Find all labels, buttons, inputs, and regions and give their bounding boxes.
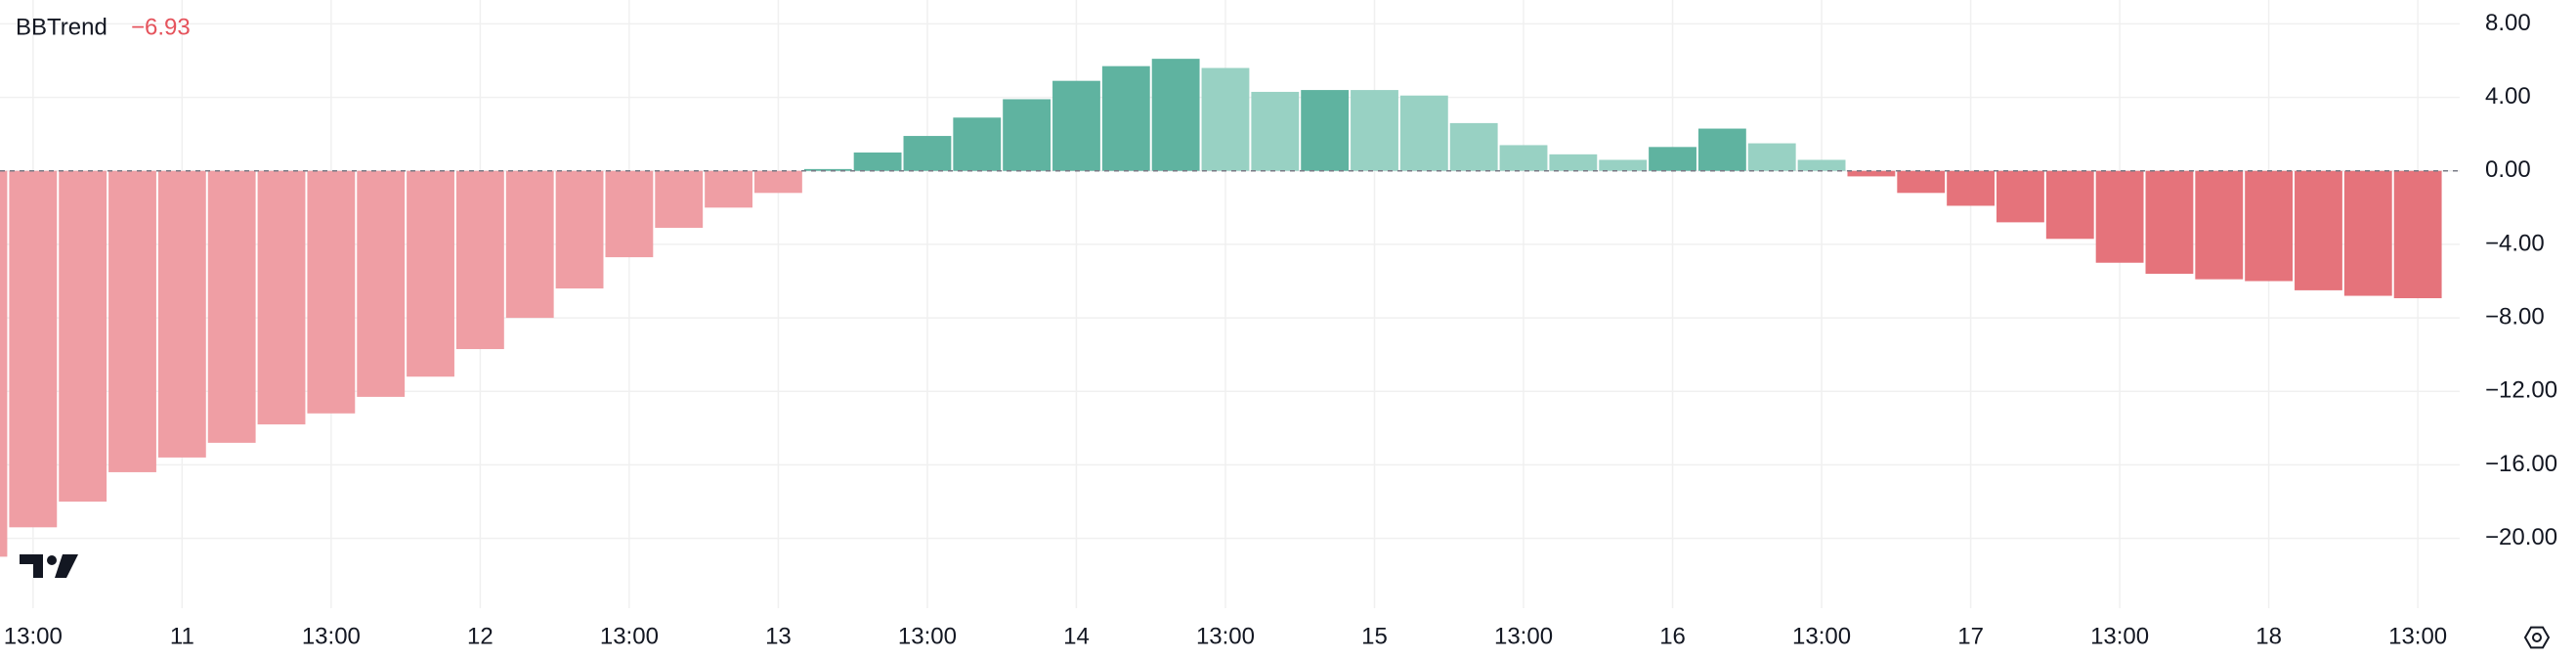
bar xyxy=(357,170,406,397)
bar xyxy=(1101,66,1150,171)
chart-title: BBTrend xyxy=(16,14,107,40)
legend-value: −6.93 xyxy=(131,14,191,40)
bar xyxy=(1251,91,1300,171)
bar xyxy=(505,170,554,319)
bar xyxy=(2095,170,2144,263)
x-tick-label: 16 xyxy=(1659,623,1686,649)
x-tick-label: 13:00 xyxy=(1196,623,1255,649)
logo xyxy=(20,554,78,578)
bars xyxy=(0,59,2442,557)
x-tick-label: 14 xyxy=(1063,623,1090,649)
x-tick-label: 13:00 xyxy=(302,623,361,649)
bar xyxy=(705,170,752,208)
y-tick-label: −4.00 xyxy=(2485,230,2545,256)
bar xyxy=(2195,170,2244,280)
bar xyxy=(59,170,107,503)
x-tick-label: 15 xyxy=(1361,623,1388,649)
bar xyxy=(803,168,852,171)
bar xyxy=(1649,147,1696,171)
bar xyxy=(1599,159,1648,171)
x-tick-label: 13 xyxy=(765,623,792,649)
y-tick-label: −20.00 xyxy=(2485,524,2557,550)
bar xyxy=(903,136,952,171)
bar xyxy=(157,170,206,458)
bar xyxy=(257,170,306,425)
bar xyxy=(1449,122,1498,171)
bar xyxy=(605,170,654,258)
bar xyxy=(655,170,704,229)
bar xyxy=(1847,170,1896,177)
bar xyxy=(207,170,256,443)
x-tick-label: 13:00 xyxy=(2388,623,2447,649)
x-tick-label: 13:00 xyxy=(898,623,957,649)
bar xyxy=(1052,80,1100,171)
bar xyxy=(2045,170,2094,240)
x-tick-label: 12 xyxy=(467,623,494,649)
y-tick-label: −16.00 xyxy=(2485,451,2557,477)
y-tick-label: 0.00 xyxy=(2485,156,2531,183)
x-tick-label: 13:00 xyxy=(1494,623,1553,649)
bar xyxy=(953,117,1002,171)
bar xyxy=(2245,170,2294,282)
x-tick-label: 18 xyxy=(2255,623,2282,649)
bar xyxy=(407,170,454,377)
y-tick-label: −8.00 xyxy=(2485,303,2545,330)
bar xyxy=(2145,170,2194,274)
x-tick-label: 13:00 xyxy=(4,623,63,649)
bar xyxy=(1897,170,1946,194)
bar xyxy=(1797,159,1846,171)
grid xyxy=(0,0,2460,608)
y-tick-label: 4.00 xyxy=(2485,83,2531,110)
bar xyxy=(2393,170,2442,298)
settings-icon[interactable] xyxy=(2523,626,2551,649)
y-tick-label: −12.00 xyxy=(2485,377,2557,404)
x-tick-label: 17 xyxy=(1957,623,1984,649)
bar xyxy=(1003,99,1052,171)
bar xyxy=(307,170,356,414)
bar xyxy=(455,170,504,350)
bar xyxy=(1151,59,1200,171)
x-tick-label: 11 xyxy=(170,623,194,649)
bar xyxy=(108,170,156,472)
bar xyxy=(1549,154,1598,171)
bar xyxy=(2295,170,2342,290)
y-tick-label: 8.00 xyxy=(2485,10,2531,36)
bar xyxy=(1996,170,2044,223)
bar xyxy=(754,170,802,194)
x-tick-label: 13:00 xyxy=(2090,623,2149,649)
bar xyxy=(853,152,902,171)
bar xyxy=(1747,143,1796,171)
bar xyxy=(9,170,58,528)
bar xyxy=(1399,95,1448,171)
bar xyxy=(1351,90,1398,171)
bar xyxy=(1697,128,1746,171)
bar xyxy=(2343,170,2392,296)
bar xyxy=(0,170,8,557)
bar xyxy=(555,170,604,289)
bar xyxy=(1301,90,1350,171)
bar xyxy=(1499,145,1548,171)
bar xyxy=(1947,170,1995,206)
bar xyxy=(1201,67,1250,171)
x-tick-label: 13:00 xyxy=(600,623,659,649)
x-tick-label: 13:00 xyxy=(1792,623,1851,649)
